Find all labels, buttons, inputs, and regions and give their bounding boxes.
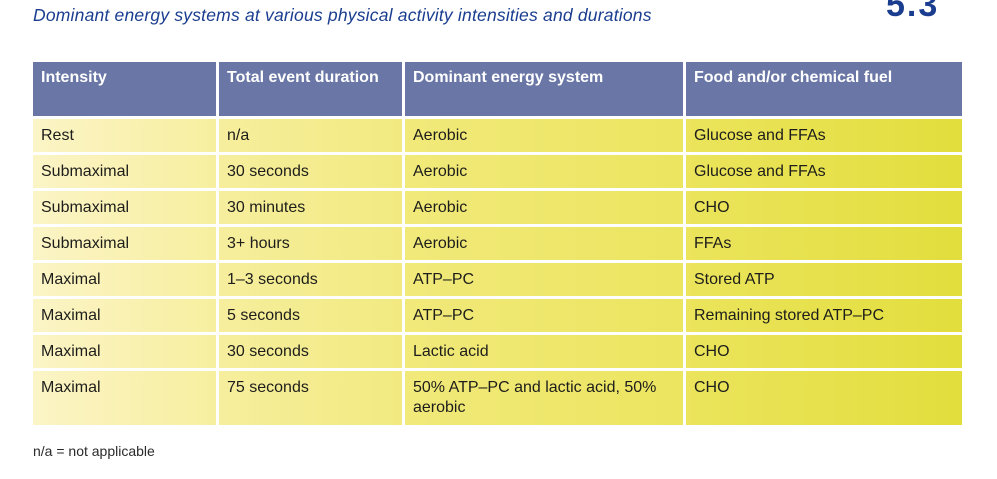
cell-fuel: CHO bbox=[686, 191, 962, 224]
cell-duration: n/a bbox=[219, 119, 402, 152]
cell-energy-system: ATP–PC bbox=[405, 299, 683, 332]
table-row: Maximal 1–3 seconds ATP–PC Stored ATP bbox=[33, 263, 962, 296]
cell-fuel: FFAs bbox=[686, 227, 962, 260]
cell-fuel: CHO bbox=[686, 371, 962, 425]
cell-duration: 3+ hours bbox=[219, 227, 402, 260]
header-fuel: Food and/or chemical fuel bbox=[686, 62, 962, 116]
cell-intensity: Maximal bbox=[33, 371, 216, 425]
cell-energy-system: Aerobic bbox=[405, 119, 683, 152]
table-row: Maximal 30 seconds Lactic acid CHO bbox=[33, 335, 962, 368]
table-row: Submaximal 30 seconds Aerobic Glucose an… bbox=[33, 155, 962, 188]
header-duration: Total event duration bbox=[219, 62, 402, 116]
cell-intensity: Submaximal bbox=[33, 191, 216, 224]
cell-energy-system: Aerobic bbox=[405, 191, 683, 224]
table-row: Maximal 5 seconds ATP–PC Remaining store… bbox=[33, 299, 962, 332]
cell-energy-system: 50% ATP–PC and lactic acid, 50% aerobic bbox=[405, 371, 683, 425]
cell-duration: 1–3 seconds bbox=[219, 263, 402, 296]
cell-intensity: Maximal bbox=[33, 299, 216, 332]
cell-intensity: Maximal bbox=[33, 335, 216, 368]
table-title: Dominant energy systems at various physi… bbox=[33, 5, 652, 25]
cell-energy-system: ATP–PC bbox=[405, 263, 683, 296]
cell-duration: 5 seconds bbox=[219, 299, 402, 332]
cell-duration: 30 seconds bbox=[219, 155, 402, 188]
table-number-badge: 5.3 bbox=[886, 0, 940, 24]
energy-systems-table: Intensity Total event duration Dominant … bbox=[30, 59, 965, 428]
cell-fuel: Remaining stored ATP–PC bbox=[686, 299, 962, 332]
cell-intensity: Maximal bbox=[33, 263, 216, 296]
cell-intensity: Rest bbox=[33, 119, 216, 152]
header-energy-system: Dominant energy system bbox=[405, 62, 683, 116]
header-intensity: Intensity bbox=[33, 62, 216, 116]
cell-energy-system: Aerobic bbox=[405, 227, 683, 260]
table-row: Submaximal 3+ hours Aerobic FFAs bbox=[33, 227, 962, 260]
table-row: Maximal 75 seconds 50% ATP–PC and lactic… bbox=[33, 371, 962, 425]
cell-intensity: Submaximal bbox=[33, 227, 216, 260]
cell-energy-system: Aerobic bbox=[405, 155, 683, 188]
cell-intensity: Submaximal bbox=[33, 155, 216, 188]
cell-duration: 30 seconds bbox=[219, 335, 402, 368]
header-row: Intensity Total event duration Dominant … bbox=[33, 62, 962, 116]
cell-fuel: Glucose and FFAs bbox=[686, 155, 962, 188]
table-row: Rest n/a Aerobic Glucose and FFAs bbox=[33, 119, 962, 152]
footnote: n/a = not applicable bbox=[33, 443, 155, 459]
cell-fuel: Glucose and FFAs bbox=[686, 119, 962, 152]
cell-duration: 30 minutes bbox=[219, 191, 402, 224]
cell-fuel: Stored ATP bbox=[686, 263, 962, 296]
cell-duration: 75 seconds bbox=[219, 371, 402, 425]
cell-energy-system: Lactic acid bbox=[405, 335, 683, 368]
cell-fuel: CHO bbox=[686, 335, 962, 368]
table-row: Submaximal 30 minutes Aerobic CHO bbox=[33, 191, 962, 224]
